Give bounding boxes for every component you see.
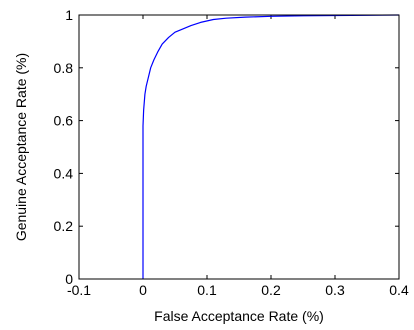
x-tick-label: 0.3 [325,282,345,298]
axis-ticks [78,14,400,280]
x-axis-label: False Acceptance Rate (%) [154,308,324,324]
y-tick-label: 1 [65,7,73,23]
y-tick-label: 0 [65,271,73,287]
y-axis-label: Genuine Acceptance Rate (%) [13,53,29,241]
roc-curve-line [142,14,400,279]
y-tick-label: 0.2 [54,218,74,234]
y-tick-label: 0.4 [54,165,74,181]
x-tick-label: 0.1 [197,282,217,298]
plot-frame [78,14,400,280]
series-layer [142,14,400,279]
x-tick-label: 0.4 [389,282,409,298]
x-tick-label: -0.1 [67,282,91,298]
tick-labels: -0.1 0 0.1 0.2 0.3 0.400.20.40.60.81 [54,7,409,298]
x-tick-label: 0.2 [261,282,281,298]
y-tick-label: 0.6 [54,113,74,129]
y-tick-label: 0.8 [54,60,74,76]
x-tick-label: 0 [139,282,147,298]
